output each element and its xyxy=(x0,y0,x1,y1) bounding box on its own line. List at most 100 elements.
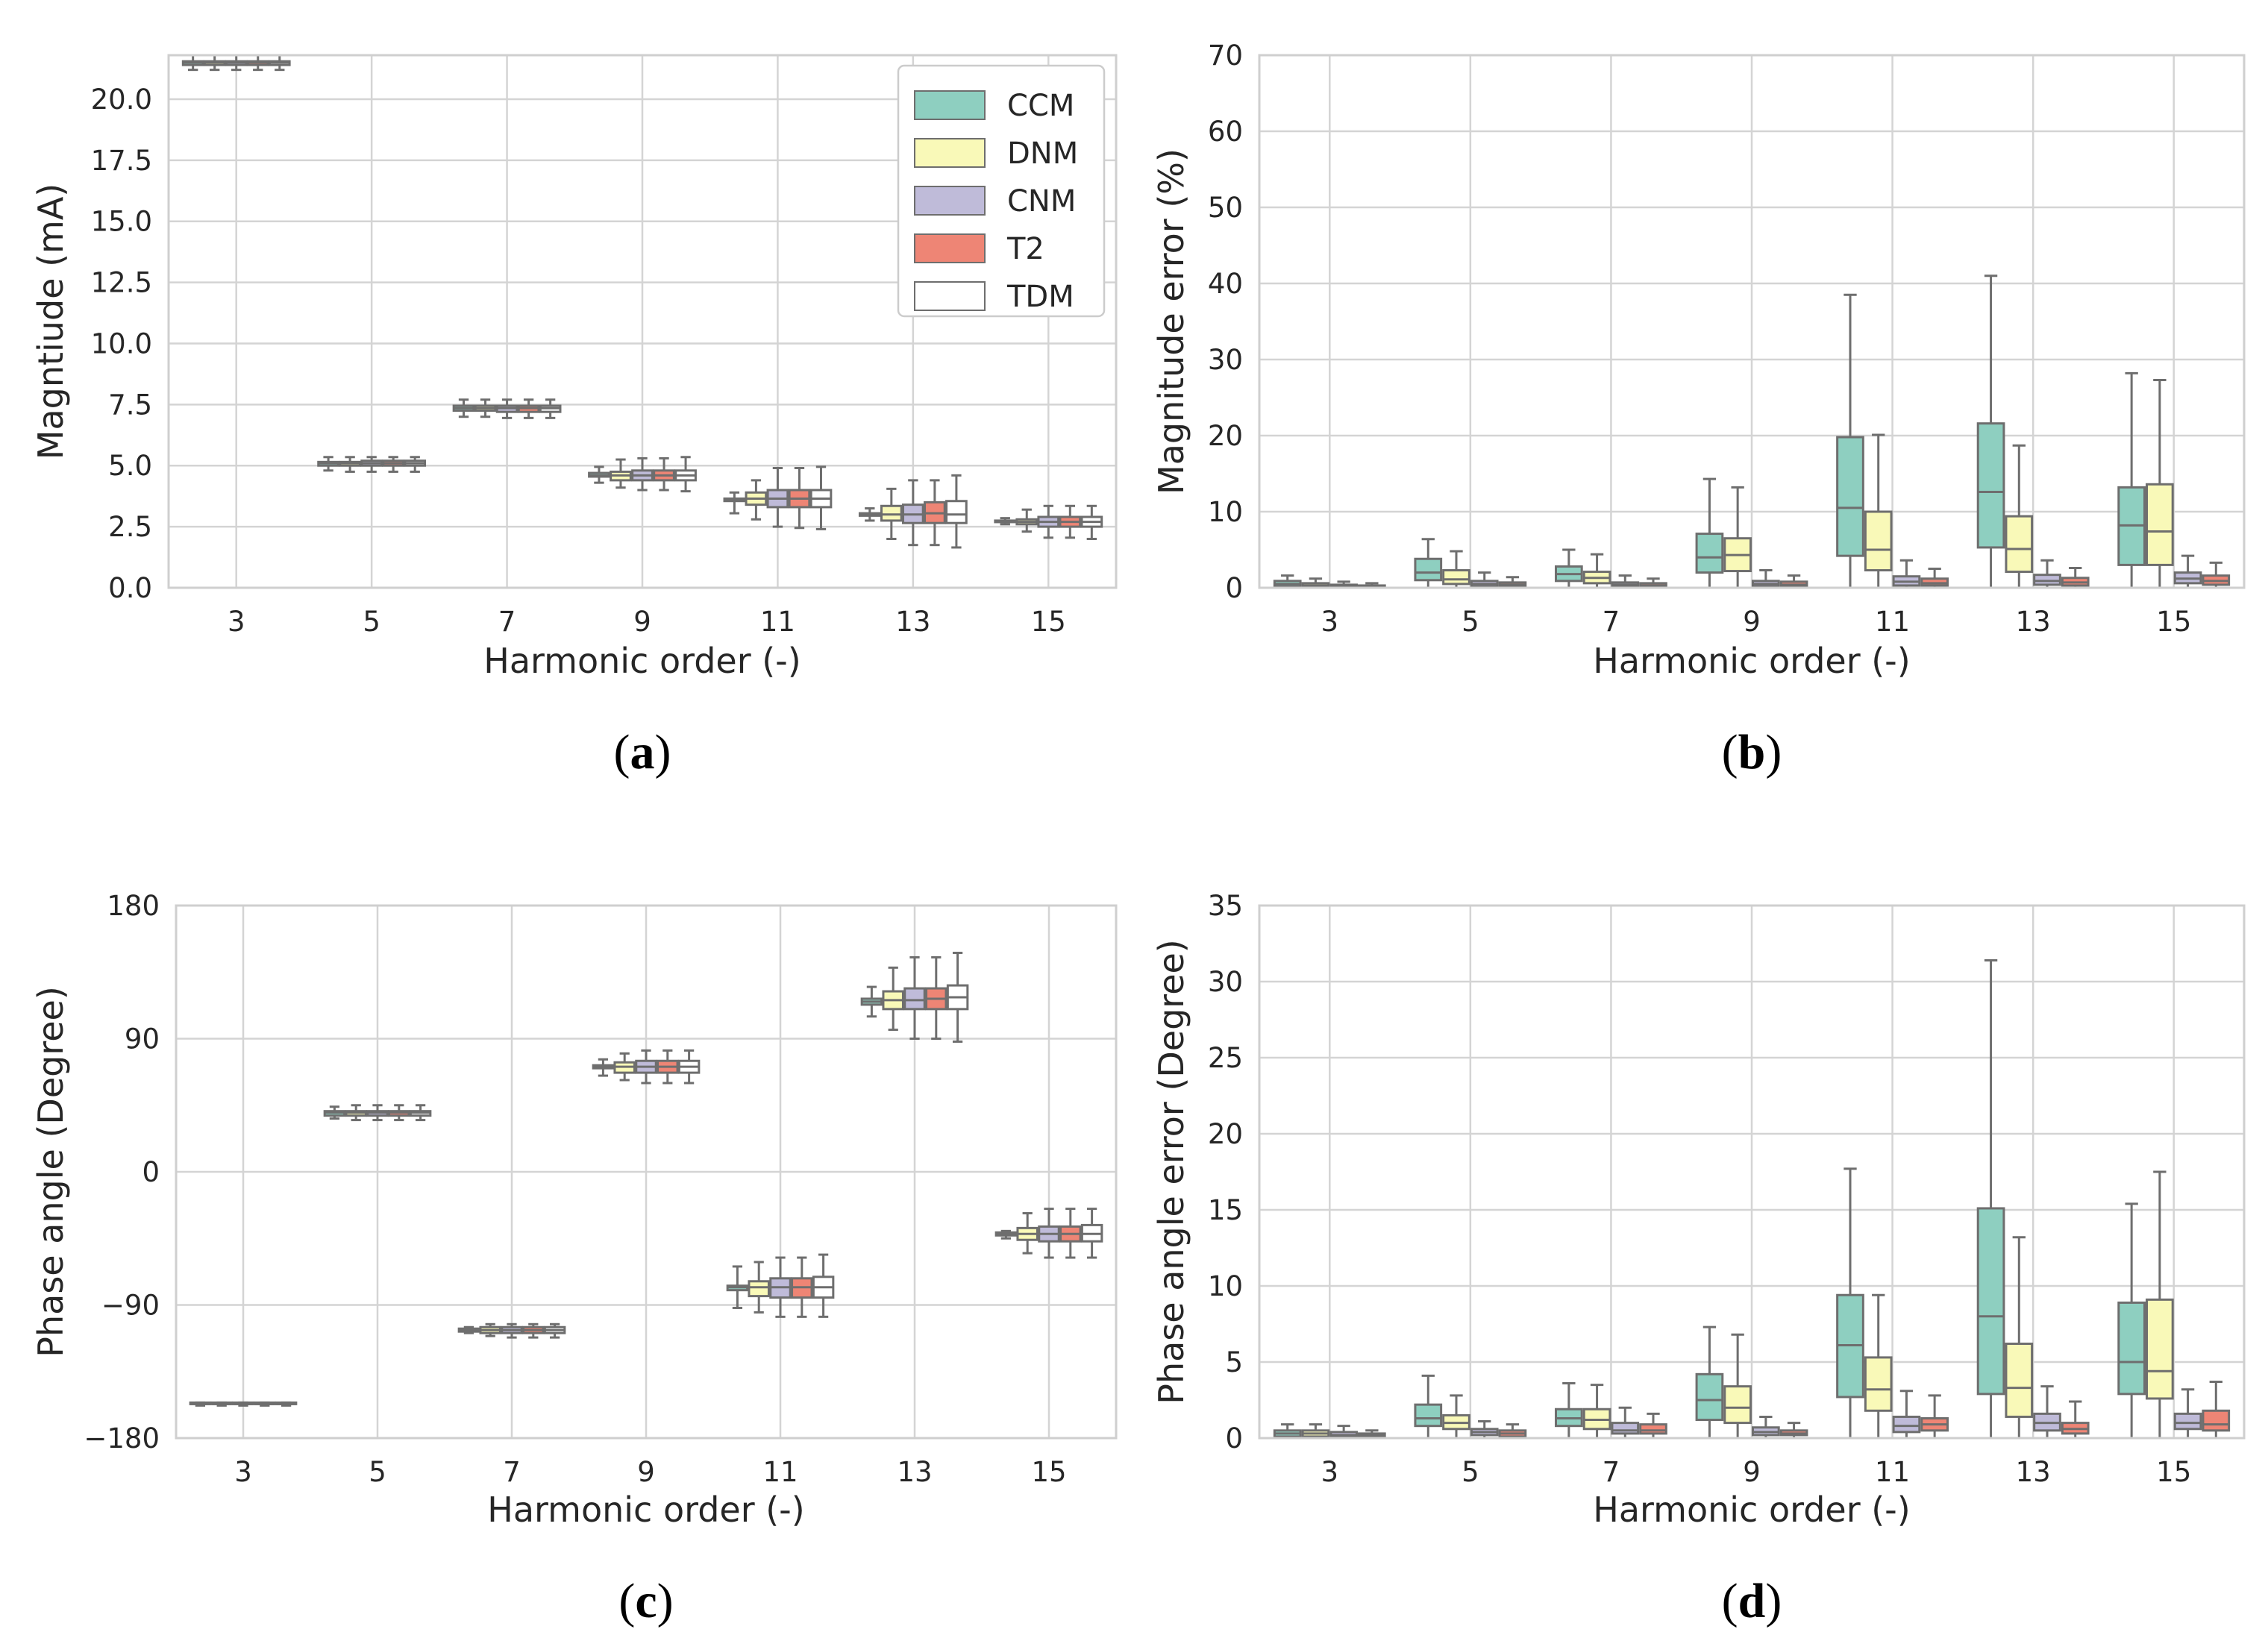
plot-frame xyxy=(1258,54,2246,589)
y-tick-label: 35 xyxy=(1208,890,1243,922)
y-tick-label: 70 xyxy=(1208,40,1243,72)
legend-item-tdm: TDM xyxy=(914,280,1074,314)
box-cnm-7 xyxy=(1611,1406,1640,1440)
box-ccm-9 xyxy=(592,1058,615,1077)
x-tick-label: 5 xyxy=(1462,606,1479,638)
legend-label: CNM xyxy=(1007,184,1076,219)
box-cnm-15 xyxy=(1037,504,1060,539)
y-tick-label: 20.0 xyxy=(91,84,152,116)
box-iqr xyxy=(1976,1207,2005,1396)
box-t2-11 xyxy=(788,467,811,530)
box-iqr xyxy=(1892,1415,1921,1434)
box-t2-5 xyxy=(388,1104,410,1122)
x-tick-label: 7 xyxy=(1603,1456,1620,1488)
box-ccm-13 xyxy=(858,507,881,522)
box-tdm-9 xyxy=(677,1049,701,1085)
box-tdm-13 xyxy=(946,951,969,1043)
box-iqr xyxy=(1864,1356,1893,1412)
box-dnm-9 xyxy=(1723,486,1752,589)
plot-frame xyxy=(167,54,1118,589)
box-iqr xyxy=(945,500,968,524)
x-tick-label: 15 xyxy=(1031,606,1066,638)
x-tick-label: 11 xyxy=(1875,1456,1910,1488)
box-tdm-3 xyxy=(275,1401,298,1407)
plot-frame xyxy=(175,904,1118,1440)
y-axis-label: Magnitude error (%) xyxy=(1151,148,1191,495)
box-cnm-9 xyxy=(635,1049,657,1085)
y-tick-label: 10.0 xyxy=(91,327,152,360)
legend: CCM DNM CNM T2 TDM xyxy=(897,64,1106,318)
box-ccm-13 xyxy=(1976,274,2005,589)
box-dnm-5 xyxy=(345,1104,367,1122)
box-dnm-5 xyxy=(1442,1394,1470,1440)
y-tick-label: 17.5 xyxy=(91,145,152,177)
box-t2-15 xyxy=(2202,1381,2231,1440)
y-tick-label: −90 xyxy=(101,1290,160,1322)
y-tick-label: −180 xyxy=(84,1422,160,1455)
x-tick-label: 3 xyxy=(1321,606,1339,638)
box-dnm-7 xyxy=(474,398,497,418)
box-tdm-7 xyxy=(539,398,562,419)
box-iqr xyxy=(880,504,903,522)
box-ccm-9 xyxy=(1695,1325,1724,1440)
box-iqr xyxy=(1611,1422,1640,1435)
box-tdm-5 xyxy=(409,1104,432,1122)
box-dnm-15 xyxy=(1015,508,1039,533)
box-tdm-15 xyxy=(1080,1208,1103,1259)
box-dnm-9 xyxy=(1723,1333,1752,1440)
y-tick-label: 2.5 xyxy=(108,511,152,543)
box-iqr xyxy=(903,987,926,1011)
box-iqr xyxy=(1414,1403,1443,1428)
box-t2-7 xyxy=(522,1322,545,1339)
box-iqr xyxy=(748,1280,770,1298)
box-ccm-11 xyxy=(723,491,746,515)
box-cnm-11 xyxy=(766,467,789,528)
legend-swatch xyxy=(914,186,986,216)
x-tick-label: 7 xyxy=(498,606,516,638)
panel-a: 0.0 2.5 5.0 7.5 10.0 12.5 15.0 17.5 20.0 3 5 7 9 11 13… xyxy=(31,54,1118,779)
subfigure-label: (d) xyxy=(1722,1574,1782,1628)
box-iqr xyxy=(2117,1301,2146,1396)
y-tick-label: 10 xyxy=(1208,496,1243,528)
box-iqr xyxy=(2005,1343,2034,1418)
box-cnm-13 xyxy=(902,479,924,547)
box-t2-5 xyxy=(382,456,405,473)
box-tdm-5 xyxy=(404,456,427,473)
box-tdm-11 xyxy=(812,1253,835,1318)
box-ccm-15 xyxy=(2117,1202,2146,1440)
y-tick-label: 20 xyxy=(1208,1118,1243,1150)
legend-label: TDM xyxy=(1006,280,1074,314)
x-tick-label: 3 xyxy=(1321,1456,1339,1488)
y-axis-label: Phase angle error (Degree) xyxy=(1151,939,1191,1405)
x-tick-label: 15 xyxy=(1031,1456,1066,1488)
y-tick-label: 0 xyxy=(1225,572,1243,604)
y-tick-label: 15 xyxy=(1208,1194,1243,1226)
box-tdm-9 xyxy=(674,456,697,493)
box-iqr xyxy=(1976,422,2005,549)
legend-label: T2 xyxy=(1006,232,1044,266)
box-ccm-9 xyxy=(588,465,610,484)
box-tdm-11 xyxy=(809,465,833,530)
subfigure-label: (a) xyxy=(614,725,671,779)
legend-item-ccm: CCM xyxy=(914,89,1074,123)
x-tick-label: 3 xyxy=(228,606,245,638)
box-cnm-9 xyxy=(631,456,654,492)
box-cnm-13 xyxy=(903,956,926,1040)
y-tick-label: 0 xyxy=(1225,1422,1243,1455)
x-tick-label: 7 xyxy=(1603,606,1620,638)
box-tdm-15 xyxy=(1080,504,1103,540)
box-iqr xyxy=(2005,515,2034,574)
legend-item-cnm: CNM xyxy=(914,184,1076,219)
x-axis-label: Harmonic order (-) xyxy=(1593,1490,1910,1530)
box-cnm-15 xyxy=(1038,1208,1060,1259)
box-dnm-13 xyxy=(2005,444,2034,589)
box-ccm-11 xyxy=(726,1265,749,1309)
box-t2-11 xyxy=(1920,1394,1949,1440)
box-cnm-3 xyxy=(232,1401,254,1407)
box-t2-15 xyxy=(1059,1208,1082,1259)
x-axis-label: Harmonic order (-) xyxy=(483,641,801,681)
y-tick-label: 20 xyxy=(1208,420,1243,452)
box-tdm-13 xyxy=(945,474,968,549)
x-tick-label: 13 xyxy=(897,1456,932,1488)
x-tick-label: 5 xyxy=(369,1456,386,1488)
